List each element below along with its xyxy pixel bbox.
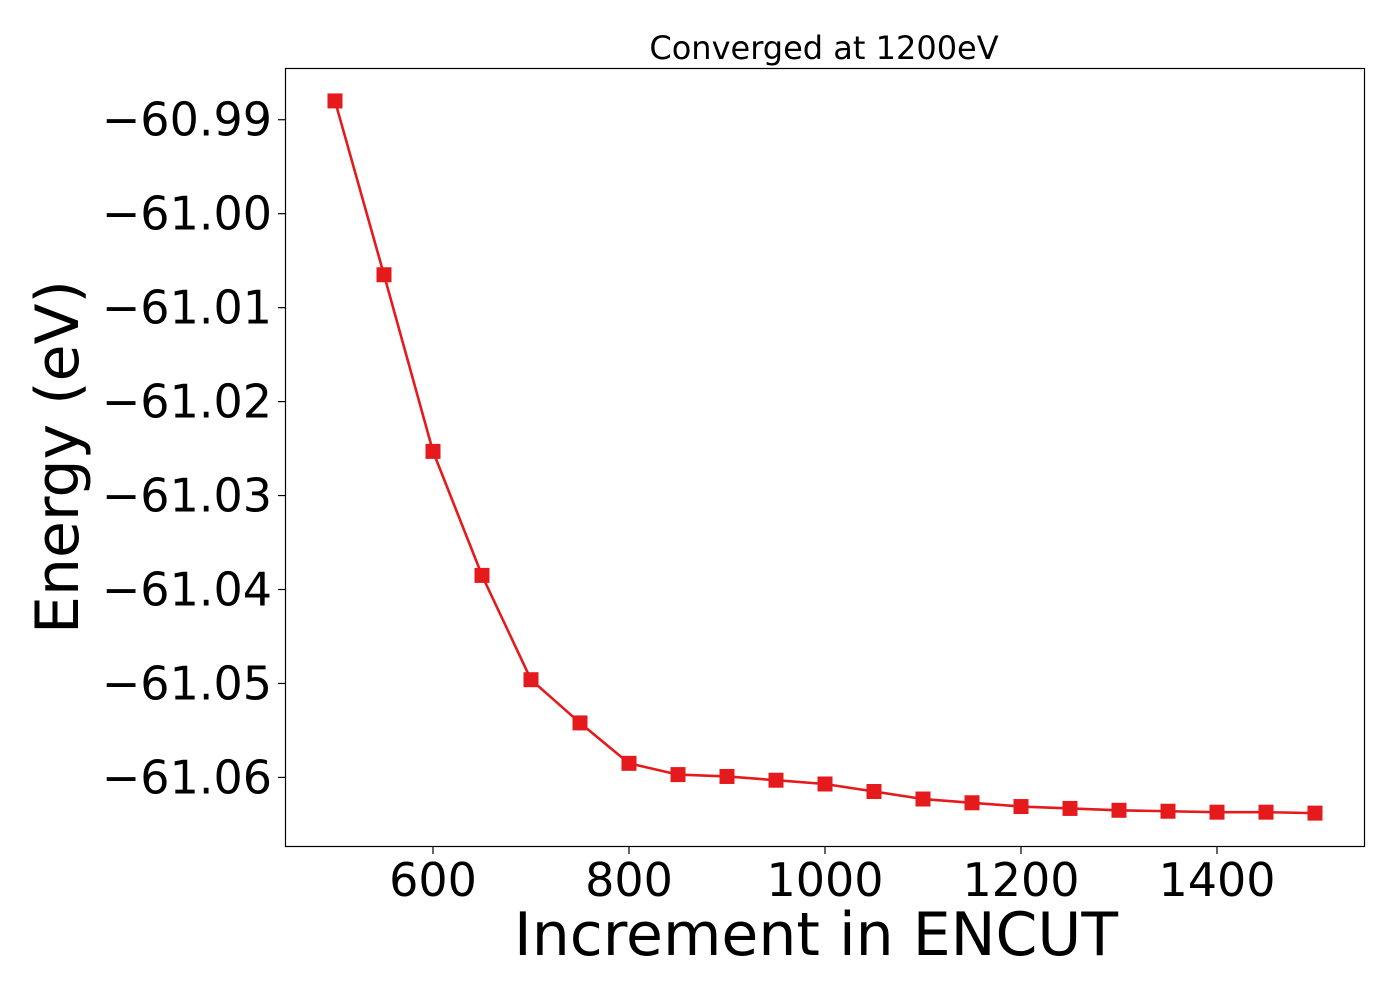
plot-area: 600 800 1000 1200 1400 −60.99 −61.00 −61.01 −61…	[102, 67, 1366, 907]
data-point-marker	[1307, 805, 1323, 821]
y-tick-label: −61.06	[102, 750, 272, 804]
x-axis-label: Increment in ENCUT	[514, 900, 1118, 970]
data-point-marker	[1160, 803, 1176, 819]
y-tick-label: −61.02	[102, 375, 272, 429]
data-point-marker	[768, 772, 784, 788]
data-point-marker	[523, 672, 539, 688]
data-point-marker	[376, 267, 392, 283]
x-axis: 600 800 1000 1200 1400	[389, 846, 1276, 907]
data-point-marker	[1258, 804, 1274, 820]
data-point-marker	[1111, 802, 1127, 818]
x-tick-label: 800	[585, 853, 673, 907]
data-point-marker	[670, 767, 686, 783]
chart-title: Converged at 1200eV	[649, 29, 998, 67]
x-tick-label: 1000	[766, 853, 883, 907]
y-tick-label: −61.05	[102, 656, 272, 710]
y-axis: −60.99 −61.00 −61.01 −61.02 −61.03 −61.04 −61.…	[102, 93, 286, 804]
data-point-marker	[1209, 804, 1225, 820]
data-point-marker	[719, 768, 735, 784]
data-point-marker	[915, 791, 931, 807]
data-point-marker	[866, 784, 882, 800]
y-tick-label: −61.04	[102, 563, 272, 617]
data-point-marker	[1013, 799, 1029, 815]
x-tick-label: 1200	[962, 853, 1079, 907]
data-point-marker	[425, 443, 441, 459]
y-tick-label: −61.01	[102, 281, 272, 335]
data-point-marker	[1062, 800, 1078, 816]
y-tick-label: −60.99	[102, 93, 272, 147]
data-point-marker	[621, 755, 637, 771]
data-point-marker	[474, 567, 490, 583]
x-tick-label: 1400	[1158, 853, 1275, 907]
data-point-marker	[327, 93, 343, 109]
data-point-marker	[817, 776, 833, 792]
y-tick-label: −61.03	[102, 469, 272, 523]
data-point-marker	[964, 795, 980, 811]
data-point-marker	[572, 715, 588, 731]
y-tick-label: −61.00	[102, 187, 272, 241]
x-tick-label: 600	[389, 853, 477, 907]
y-axis-label: Energy (eV)	[23, 280, 93, 634]
series-layer	[327, 93, 1323, 821]
